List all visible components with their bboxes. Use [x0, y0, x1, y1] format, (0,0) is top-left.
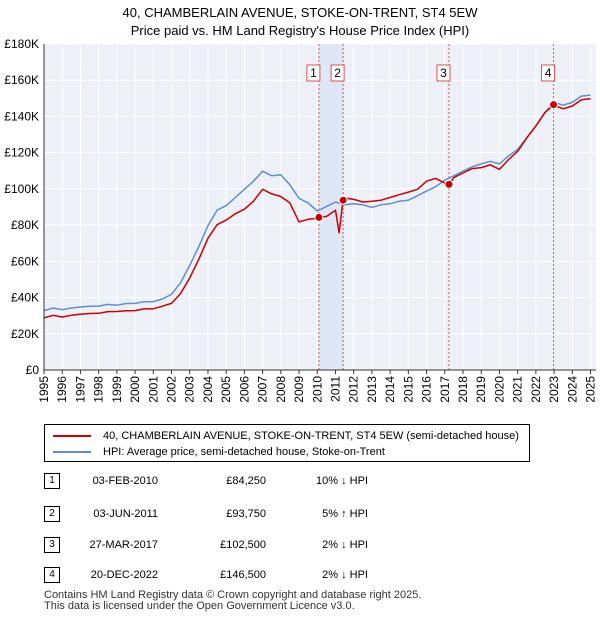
- y-tick-label: £60K: [11, 254, 39, 268]
- sale-number-badge: 2: [44, 506, 60, 522]
- chart-title-line2: Price paid vs. HM Land Registry's House …: [130, 23, 470, 38]
- sale-marker-label: 1: [310, 66, 317, 80]
- x-tick-label: 2001: [146, 376, 160, 403]
- x-tick-label: 2012: [347, 376, 361, 403]
- x-tick-label: 2006: [237, 376, 251, 403]
- x-tick-label: 2021: [511, 376, 525, 403]
- sale-hpi-diff: 2% ↓ HPI: [322, 569, 368, 581]
- sale-period-shading: [318, 44, 344, 370]
- sale-number-badge: 1: [44, 473, 60, 489]
- table-row: 3 27-MAR-2017 £102,500 2% ↓ HPI: [44, 537, 384, 553]
- series-line: [43, 94, 591, 312]
- sale-marker-badge: [330, 64, 345, 82]
- sale-price: £146,500: [220, 569, 266, 581]
- sale-price: £102,500: [220, 539, 266, 551]
- sale-point: [314, 212, 324, 222]
- series-line: [43, 97, 591, 319]
- sale-marker-badge: [541, 64, 556, 82]
- sale-hpi-diff: 5% ↑ HPI: [322, 508, 368, 520]
- x-tick-label: 2011: [328, 376, 342, 402]
- series-layer: [43, 94, 591, 319]
- y-tick-label: £160K: [4, 73, 39, 87]
- sale-price: £93,750: [226, 508, 266, 520]
- x-tick-label: 2005: [219, 376, 233, 403]
- chart-title-line1: 40, CHAMBERLAIN AVENUE, STOKE-ON-TRENT, …: [122, 5, 478, 20]
- x-tick-label: 2016: [420, 376, 434, 403]
- footer-attribution: Contains HM Land Registry data © Crown c…: [44, 590, 421, 612]
- y-tick-label: £180K: [4, 37, 39, 51]
- sale-point: [549, 100, 559, 110]
- x-tick-label: 2019: [474, 376, 488, 403]
- chart-title: 40, CHAMBERLAIN AVENUE, STOKE-ON-TRENT, …: [0, 4, 600, 40]
- legend-item-property: 40, CHAMBERLAIN AVENUE, STOKE-ON-TRENT, …: [53, 428, 519, 444]
- x-tick-label: 2017: [438, 376, 452, 403]
- legend-label-property: 40, CHAMBERLAIN AVENUE, STOKE-ON-TRENT, …: [103, 430, 519, 442]
- x-tick-label: 2018: [456, 376, 470, 403]
- x-tick-label: 1999: [110, 376, 124, 403]
- y-tick-label: £80K: [11, 218, 39, 232]
- legend-swatch-property: [53, 435, 91, 437]
- x-tick-label: 2009: [292, 376, 306, 403]
- sale-hpi-diff: 2% ↓ HPI: [322, 539, 368, 551]
- y-tick-label: £100K: [4, 182, 39, 196]
- x-tick-label: 2014: [383, 376, 397, 403]
- y-tick-label: £140K: [4, 109, 39, 123]
- x-tick-label: 2002: [165, 376, 179, 403]
- sale-number-badge: 4: [44, 567, 60, 583]
- legend-item-hpi: HPI: Average price, semi-detached house,…: [53, 444, 385, 460]
- legend-label-hpi: HPI: Average price, semi-detached house,…: [103, 446, 385, 458]
- x-tick-label: 1996: [55, 376, 69, 403]
- x-tick-label: 2003: [183, 376, 197, 403]
- footer-line1: Contains HM Land Registry data © Crown c…: [44, 589, 422, 601]
- sale-date: 27-MAR-2017: [89, 539, 158, 551]
- x-tick-label: 2000: [128, 376, 142, 403]
- sale-number-badge: 3: [44, 537, 60, 553]
- x-tick-label: 2025: [584, 376, 598, 403]
- sale-marker-label: 3: [440, 66, 447, 80]
- x-tick-label: 2023: [547, 376, 561, 403]
- table-row: 1 03-FEB-2010 £84,250 10% ↓ HPI: [44, 473, 384, 489]
- sale-price: £84,250: [226, 475, 266, 487]
- x-tick-label: 2020: [492, 376, 506, 403]
- footer-line2: This data is licensed under the Open Gov…: [44, 600, 355, 612]
- table-row: 2 03-JUN-2011 £93,750 5% ↑ HPI: [44, 506, 384, 522]
- sale-marker-label: 4: [545, 66, 552, 80]
- sale-marker-badge: [306, 64, 321, 82]
- y-tick-label: £20K: [11, 327, 39, 341]
- x-tick-label: 2007: [256, 376, 270, 403]
- sale-point: [444, 179, 454, 189]
- x-tick-label: 1995: [37, 376, 51, 403]
- y-tick-label: £40K: [11, 291, 39, 305]
- x-tick-label: 2024: [565, 376, 579, 403]
- chart-legend: 40, CHAMBERLAIN AVENUE, STOKE-ON-TRENT, …: [44, 424, 530, 462]
- x-tick-label: 2013: [365, 376, 379, 403]
- legend-swatch-hpi: [53, 451, 91, 453]
- sale-date: 03-JUN-2011: [93, 508, 158, 520]
- x-tick-label: 2004: [201, 376, 215, 403]
- y-tick-label: £0: [26, 363, 40, 377]
- x-tick-label: 2015: [401, 376, 415, 403]
- shaded-span-layer: [318, 44, 555, 370]
- y-tick-label: £120K: [4, 146, 39, 160]
- sale-marker-badge: [436, 64, 451, 82]
- sale-date: 20-DEC-2022: [90, 569, 158, 581]
- sale-date: 03-FEB-2010: [92, 475, 158, 487]
- table-row: 4 20-DEC-2022 £146,500 2% ↓ HPI: [44, 567, 384, 583]
- sale-hpi-diff: 10% ↓ HPI: [316, 475, 368, 487]
- x-tick-label: 2022: [529, 376, 543, 403]
- x-tick-label: 1997: [73, 376, 87, 403]
- sale-marker-layer: 1 2 3 4: [306, 64, 559, 222]
- sale-point: [338, 195, 348, 205]
- x-tick-label: 2008: [274, 376, 288, 403]
- x-tick-label: 2010: [310, 376, 324, 403]
- sale-marker-label: 2: [334, 66, 341, 80]
- axis-layer: £0 £20K £40K £60K £80K £100K £120K £140K £160K £1…: [4, 37, 597, 403]
- x-tick-label: 1998: [92, 376, 106, 403]
